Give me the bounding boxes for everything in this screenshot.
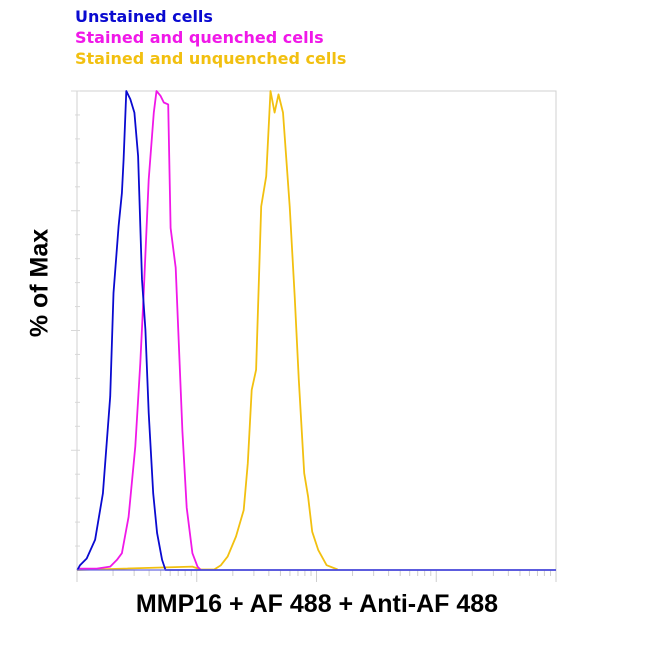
legend-entry-stained-quenched: Stained and quenched cells: [75, 28, 324, 47]
series-line-1: [76, 90, 556, 571]
plot-frame: [76, 90, 557, 571]
legend-entry-stained-unquenched: Stained and unquenched cells: [75, 49, 347, 68]
series-line-2: [77, 90, 202, 571]
legend: Unstained cells Stained and quenched cel…: [75, 6, 346, 69]
legend-entry-unstained: Unstained cells: [75, 7, 213, 26]
series-line-3: [76, 90, 338, 571]
y-axis-label: % of Max: [25, 228, 54, 338]
x-axis-label: MMP16 + AF 488 + Anti-AF 488: [135, 590, 499, 618]
